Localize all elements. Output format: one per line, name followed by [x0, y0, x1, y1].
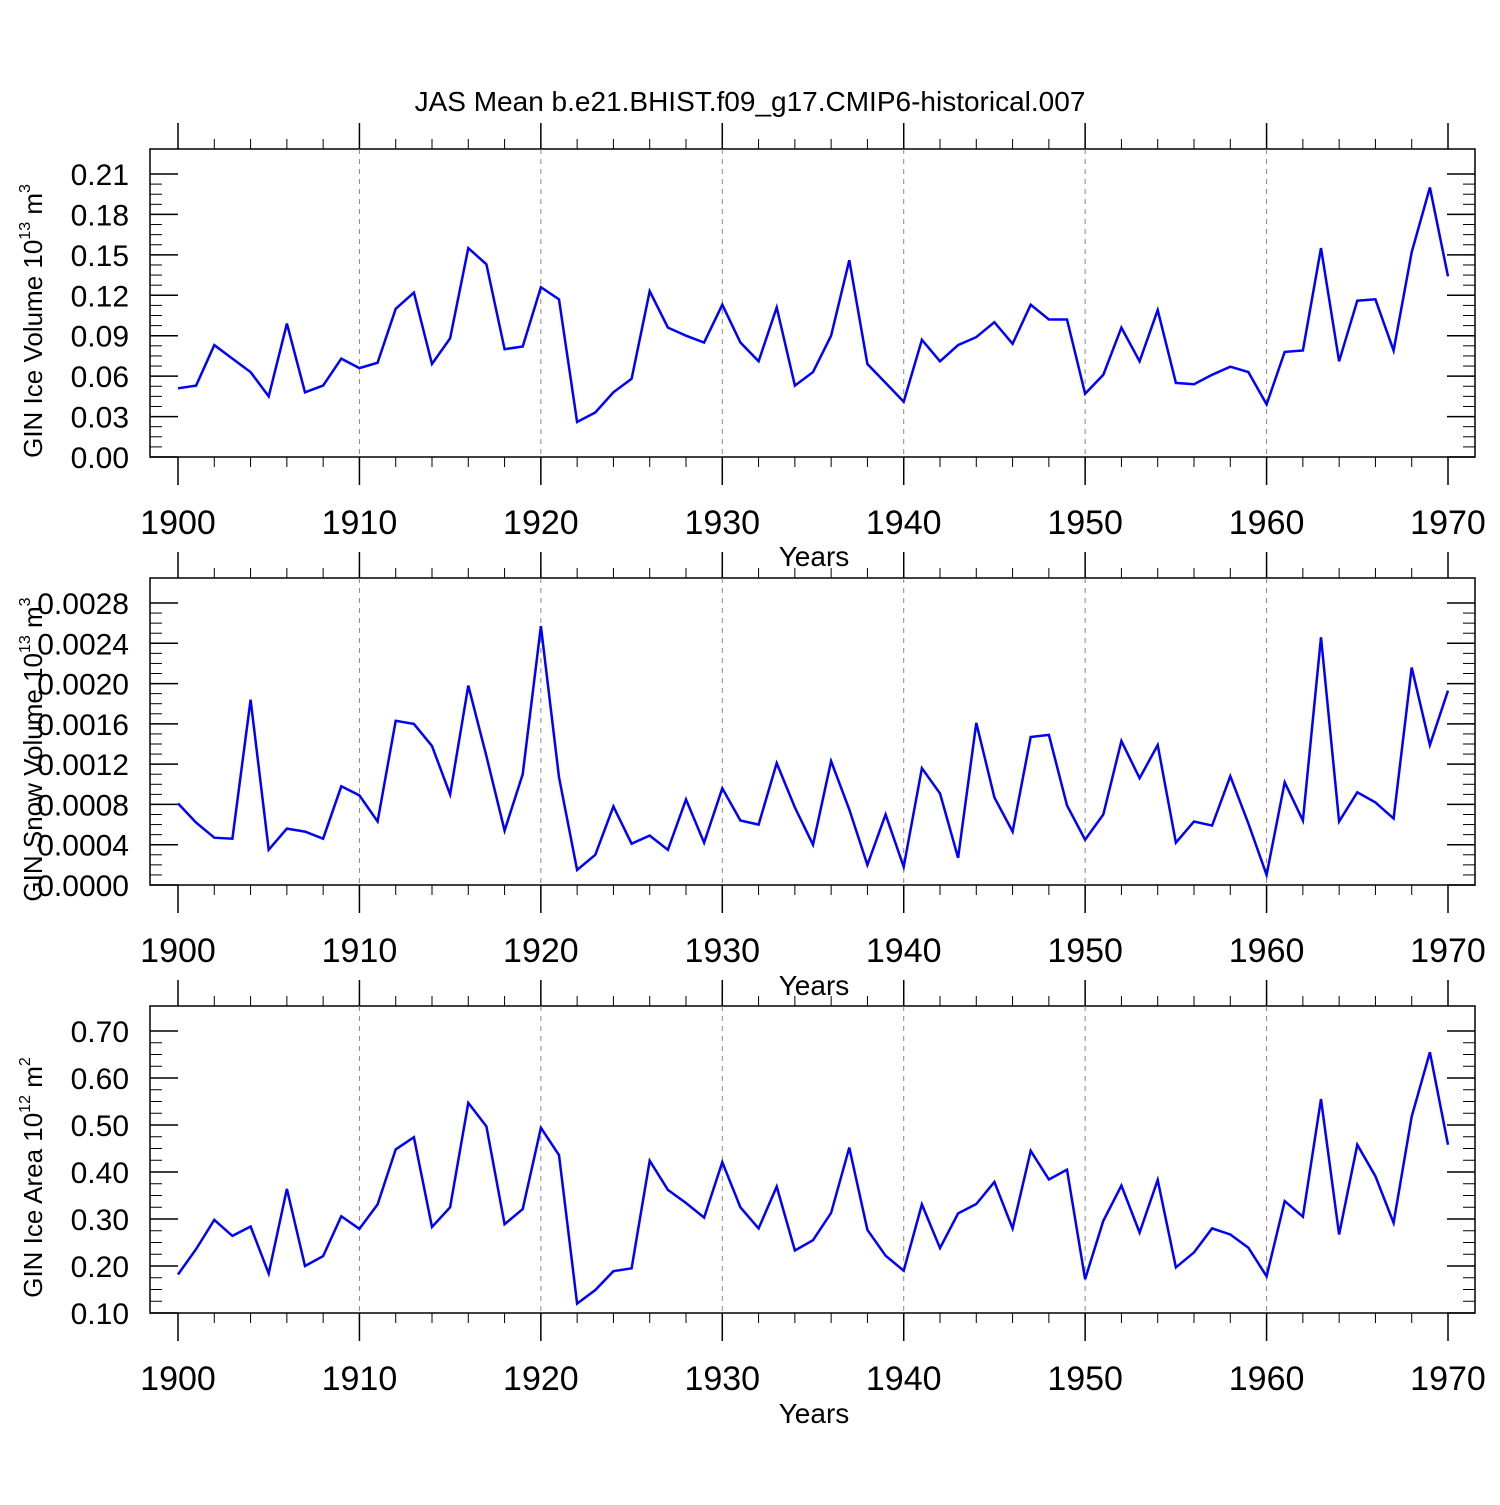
chart-title: JAS Mean b.e21.BHIST.f09_g17.CMIP6-histo… [415, 86, 1086, 117]
y-tick-label: 0.03 [71, 402, 129, 435]
y-label-exponent: 12 [17, 1095, 34, 1113]
y-label-exponent: 13 [17, 222, 34, 240]
series-line [178, 188, 1448, 423]
x-tick-label: 1900 [140, 1360, 216, 1398]
x-tick-label: 1920 [503, 932, 579, 970]
x-tick-label: 1920 [503, 1360, 579, 1398]
x-tick-label: 1940 [866, 1360, 942, 1398]
y-tick-label: 0.0028 [37, 588, 129, 621]
y-tick-label: 0.0020 [37, 669, 129, 702]
y-tick-label: 0.09 [71, 321, 129, 354]
x-tick-label: 1910 [322, 504, 398, 542]
y-label-text: GIN Ice Area 10 [18, 1113, 48, 1298]
x-tick-label: 1970 [1410, 504, 1486, 542]
y-tick-label: 0.0008 [37, 789, 129, 822]
y-label-unit: m [18, 1066, 48, 1095]
y-tick-label: 0.15 [71, 240, 129, 273]
panel-1: 1900 1910 1920 1930 1940 1950 1960 1970 0.00 0.03… [17, 123, 1486, 572]
x-axis-label: Years [779, 1398, 850, 1429]
panels: 1900 1910 1920 1930 1940 1950 1960 1970 0.00 0.03… [17, 123, 1486, 1429]
panel-2: 1900 1910 1920 1930 1940 1950 1960 1970 0.0000 0.… [17, 552, 1486, 1001]
x-tick-label: 1930 [684, 1360, 760, 1398]
y-tick-label: 0.0016 [37, 709, 129, 742]
panel-3: 1900 1910 1920 1930 1940 1950 1960 1970 0.10 0.20… [17, 980, 1486, 1429]
x-tick-label: 1950 [1047, 1360, 1123, 1398]
y-label-exponent: 13 [17, 635, 34, 653]
y-tick-label: 0.21 [71, 159, 129, 192]
plot-frame [150, 578, 1475, 885]
y-label-unit-exponent: 2 [17, 1057, 34, 1066]
y-tick-label: 0.00 [71, 442, 129, 475]
x-tick-label: 1960 [1229, 1360, 1305, 1398]
x-tick-label: 1910 [322, 932, 398, 970]
y-tick-label: 0.12 [71, 280, 129, 313]
x-tick-label: 1930 [684, 504, 760, 542]
x-axis-label: Years [779, 541, 850, 572]
y-axis-label: GIN Ice Area 1012 m2 [17, 1057, 48, 1298]
y-label-text: GIN Snow Volume 10 [18, 653, 48, 902]
y-tick-label: 0.0000 [37, 870, 129, 903]
series-line [178, 626, 1448, 875]
y-tick-label: 0.50 [71, 1110, 129, 1143]
y-tick-label: 0.30 [71, 1204, 129, 1237]
x-tick-label: 1960 [1229, 504, 1305, 542]
x-tick-label: 1940 [866, 504, 942, 542]
x-tick-label: 1900 [140, 932, 216, 970]
y-label-unit-exponent: 3 [17, 184, 34, 193]
x-tick-label: 1920 [503, 504, 579, 542]
y-tick-label: 0.0024 [37, 628, 129, 661]
y-tick-label: 0.60 [71, 1063, 129, 1096]
y-tick-label: 0.20 [71, 1251, 129, 1284]
x-tick-label: 1970 [1410, 932, 1486, 970]
x-tick-label: 1970 [1410, 1360, 1486, 1398]
y-tick-label: 0.0012 [37, 749, 129, 782]
x-tick-label: 1900 [140, 504, 216, 542]
y-tick-label: 0.70 [71, 1016, 129, 1049]
y-label-unit: m [18, 606, 48, 635]
x-tick-label: 1950 [1047, 504, 1123, 542]
y-tick-label: 0.40 [71, 1157, 129, 1190]
y-tick-label: 0.06 [71, 361, 129, 394]
plot-frame [150, 1006, 1475, 1313]
y-label-unit-exponent: 3 [17, 597, 34, 606]
x-tick-label: 1950 [1047, 932, 1123, 970]
y-tick-label: 0.10 [71, 1298, 129, 1331]
y-tick-label: 0.0004 [37, 830, 129, 863]
x-tick-label: 1910 [322, 1360, 398, 1398]
x-tick-label: 1930 [684, 932, 760, 970]
plot-frame [150, 149, 1475, 457]
series-line [178, 1052, 1448, 1303]
y-label-text: GIN Ice Volume 10 [18, 240, 48, 458]
x-tick-label: 1940 [866, 932, 942, 970]
y-axis-label: GIN Ice Volume 1013 m3 [17, 184, 48, 458]
y-label-unit: m [18, 193, 48, 222]
x-tick-label: 1960 [1229, 932, 1305, 970]
x-axis-label: Years [779, 970, 850, 1001]
y-tick-label: 0.18 [71, 199, 129, 232]
